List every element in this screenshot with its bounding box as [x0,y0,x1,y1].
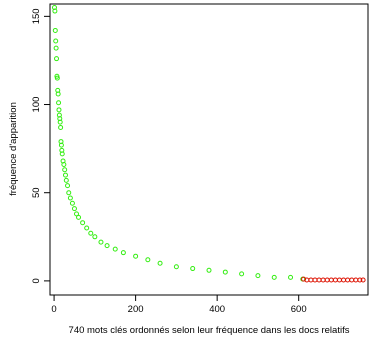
green-data-point [58,142,64,148]
red-data-point [349,277,355,283]
red-data-point [353,277,359,283]
y-tick-label: 150 [31,8,42,24]
y-tick-label: 100 [31,97,42,113]
green-data-point [59,151,65,157]
green-data-point [92,234,98,240]
green-data-point [66,190,72,196]
red-data-point [301,276,307,282]
green-data-point [69,200,75,206]
red-data-point [332,277,338,283]
green-data-point [239,271,245,277]
y-axis: 0 50 100 150 [31,8,51,284]
x-tick-label: 200 [128,304,144,315]
green-data-point [98,239,104,245]
green-data-point [54,75,60,81]
green-data-point [120,250,126,256]
x-axis: 0 200 400 600 [51,294,307,315]
green-data-point [84,225,90,231]
green-data-point [53,45,59,51]
red-data-point [312,277,318,283]
green-data-point [65,183,71,189]
points-layer [51,5,366,283]
green-data-point [56,100,62,106]
red-data-point [336,277,342,283]
green-data-point [67,195,73,201]
y-axis-label: fréquence d'apparition [8,102,19,196]
green-data-point [52,8,58,14]
green-data-point [62,167,68,173]
green-data-point [88,230,94,236]
red-data-point [341,277,347,283]
red-data-point [360,277,366,283]
green-data-point [55,91,61,97]
green-data-point [74,211,79,217]
green-data-point [80,220,86,226]
x-tick-label: 400 [209,304,225,315]
red-data-point [320,277,326,283]
plot-frame [49,3,369,296]
red-data-point [328,277,334,283]
green-data-point [145,257,151,263]
x-axis-label: 740 mots clés ordonnés selon leur fréque… [69,325,350,336]
green-data-point [190,266,196,272]
green-data-point [58,124,64,130]
green-data-point [104,243,110,249]
green-data-point [288,274,294,280]
green-data-point [255,273,261,279]
red-data-point [308,277,314,283]
green-data-point [271,274,277,280]
green-data-point [54,56,60,62]
y-tick-label: 50 [31,187,42,198]
green-data-point [206,267,212,273]
green-data-point [61,161,67,167]
red-data-point [357,277,363,283]
green-data-point [157,260,163,266]
green-data-point [52,27,58,33]
x-tick-label: 600 [291,304,307,315]
green-data-point [53,38,59,44]
green-data-point [56,107,62,113]
green-data-point [173,264,179,270]
green-data-point [71,206,77,212]
green-data-point [112,246,118,252]
red-data-point [316,277,322,283]
green-data-point [76,214,82,220]
green-data-point [62,172,68,178]
green-data-point [57,119,63,125]
red-data-point [345,277,351,283]
y-tick-label: 0 [31,278,42,283]
green-data-point [222,269,228,275]
green-data-point [63,177,69,183]
red-data-point [324,277,330,283]
green-data-point [133,253,139,259]
x-tick-label: 0 [51,304,56,315]
